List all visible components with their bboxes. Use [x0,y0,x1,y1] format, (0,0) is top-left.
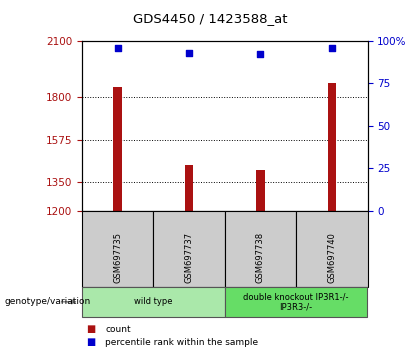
Text: count: count [105,325,131,334]
Text: percentile rank within the sample: percentile rank within the sample [105,338,258,347]
Text: ■: ■ [86,324,95,334]
Text: GSM697738: GSM697738 [256,232,265,283]
Text: wild type: wild type [134,297,173,306]
Bar [328,83,336,211]
Bar [185,165,193,211]
Text: GSM697735: GSM697735 [113,232,122,283]
Text: ■: ■ [86,337,95,347]
Point [114,45,121,50]
Text: genotype/variation: genotype/variation [4,297,90,306]
Text: GSM697737: GSM697737 [184,232,194,283]
Text: GSM697740: GSM697740 [327,232,336,283]
Point [186,50,192,56]
Text: double knockout IP3R1-/-
IP3R3-/-: double knockout IP3R1-/- IP3R3-/- [243,292,349,312]
Text: GDS4450 / 1423588_at: GDS4450 / 1423588_at [133,12,287,25]
Point [257,51,264,57]
Point [328,45,335,50]
Bar [113,87,122,211]
Bar [256,170,265,211]
